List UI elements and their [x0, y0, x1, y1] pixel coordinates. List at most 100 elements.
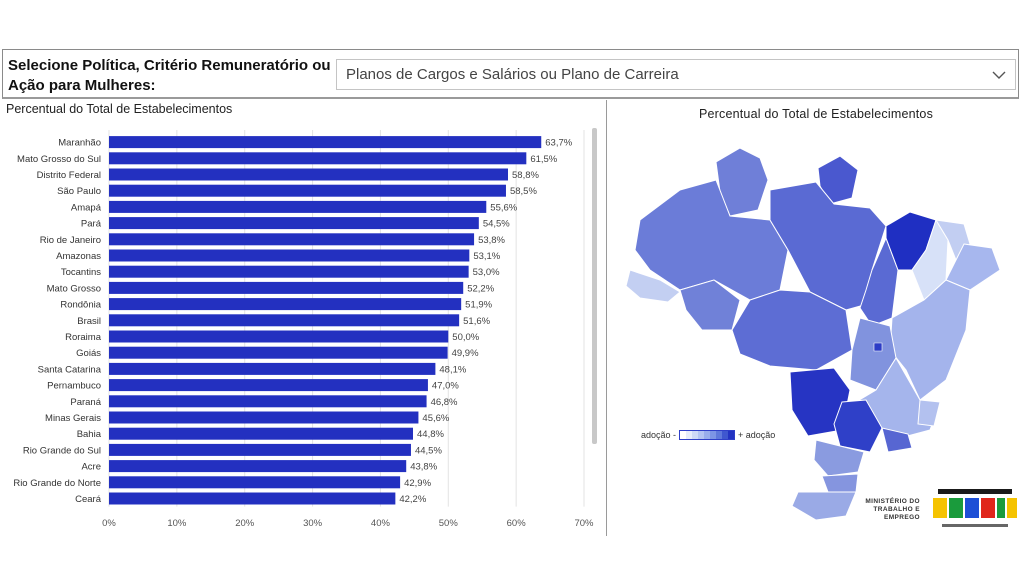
legend-swatch: [680, 431, 687, 439]
bar[interactable]: [109, 346, 448, 359]
bar[interactable]: [109, 233, 475, 246]
bar[interactable]: [109, 411, 419, 424]
category-label: Paraná: [70, 397, 101, 408]
x-tick-label: 0%: [102, 518, 116, 529]
legend-swatch: [686, 431, 693, 439]
x-tick-label: 50%: [439, 518, 459, 529]
bar-chart: 0% 10% 20% 30% 40% 50% 60% 70% Maranhão 63,7% Mato…: [13, 128, 597, 529]
category-label: Brasil: [77, 316, 101, 327]
bar[interactable]: [109, 395, 427, 408]
bar-chart-title: Percentual do Total de Estabelecimentos: [6, 102, 233, 116]
bar[interactable]: [109, 281, 464, 294]
category-label: São Paulo: [57, 186, 101, 197]
category-label: Mato Grosso do Sul: [17, 154, 101, 165]
legend-swatch: [722, 431, 729, 439]
category-label: Amazonas: [56, 251, 101, 262]
data-label: 47,0%: [432, 381, 459, 392]
data-label: 51,6%: [463, 316, 490, 327]
map-state-rio-grande-do-sul: [791, 491, 857, 520]
category-label: Rio de Janeiro: [40, 235, 101, 246]
data-label: 53,1%: [473, 251, 500, 262]
bar[interactable]: [109, 152, 527, 165]
data-label: 55,6%: [490, 202, 517, 213]
bar[interactable]: [109, 136, 542, 149]
data-label: 51,9%: [465, 300, 492, 311]
bar[interactable]: [109, 443, 411, 456]
map-state-amapa: [817, 155, 859, 205]
category-label: Ceará: [75, 494, 102, 505]
bar[interactable]: [109, 249, 470, 262]
data-label: 63,7%: [545, 138, 572, 149]
bar[interactable]: [109, 200, 487, 213]
bar[interactable]: [109, 314, 460, 327]
x-tick-label: 20%: [235, 518, 255, 529]
data-label: 48,1%: [439, 364, 466, 375]
legend-swatch: [710, 431, 717, 439]
category-label: Maranhão: [58, 138, 101, 149]
filter-label: Selecione Política, Critério Remuneratór…: [8, 57, 331, 94]
data-label: 44,8%: [417, 429, 444, 440]
map-state-espirito-santo: [917, 399, 941, 427]
bar[interactable]: [109, 298, 462, 311]
map-legend: adoção - + adoção: [641, 430, 775, 440]
bar[interactable]: [109, 476, 401, 489]
filter-bar: Selecione Política, Critério Remuneratór…: [2, 49, 1019, 99]
category-label: Tocantins: [61, 267, 101, 278]
x-tick-label: 10%: [167, 518, 187, 529]
data-label: 42,9%: [404, 478, 431, 489]
category-label: Amapá: [71, 202, 102, 213]
bar[interactable]: [109, 330, 449, 343]
data-label: 52,2%: [467, 283, 494, 294]
scrollbar[interactable]: [592, 128, 597, 444]
bar[interactable]: [109, 379, 428, 392]
bar[interactable]: [109, 265, 469, 278]
data-label: 54,5%: [483, 219, 510, 230]
bar[interactable]: [109, 362, 436, 375]
category-label: Minas Gerais: [45, 413, 101, 424]
data-label: 58,5%: [510, 186, 537, 197]
map-state-bahia: [889, 279, 971, 401]
ministry-logo-text: MINISTÉRIO DO TRABALHO E EMPREGO: [865, 498, 920, 521]
x-tick-label: 40%: [371, 518, 391, 529]
map-state-acre: [625, 269, 681, 303]
chevron-down-icon: [992, 71, 1006, 79]
bar[interactable]: [109, 184, 506, 197]
legend-swatch: [692, 431, 699, 439]
bar[interactable]: [109, 492, 396, 505]
dropdown-selected-value: Planos de Cargos e Salários ou Plano de …: [346, 66, 679, 83]
map-state-parana: [813, 439, 865, 477]
category-label: Pará: [81, 219, 102, 230]
policy-dropdown[interactable]: Planos de Cargos e Salários ou Plano de …: [336, 59, 1016, 90]
category-label: Rio Grande do Norte: [13, 478, 101, 489]
bar[interactable]: [109, 168, 508, 181]
x-tick-label: 70%: [574, 518, 594, 529]
map-state-mato-grosso: [731, 289, 853, 371]
category-label: Bahia: [77, 429, 102, 440]
category-label: Mato Grosso: [47, 283, 101, 294]
legend-swatch: [728, 431, 735, 439]
bar[interactable]: [109, 460, 407, 473]
legend-high-label: + adoção: [738, 430, 776, 440]
data-label: 44,5%: [415, 445, 442, 456]
category-label: Santa Catarina: [38, 364, 102, 375]
category-label: Pernambuco: [47, 381, 101, 392]
legend-swatch: [698, 431, 705, 439]
bar[interactable]: [109, 217, 479, 230]
bar[interactable]: [109, 427, 413, 440]
legend-swatch: [704, 431, 711, 439]
brazil-choropleth-map: [625, 147, 1001, 520]
data-label: 45,6%: [422, 413, 449, 424]
x-tick-label: 30%: [303, 518, 323, 529]
legend-color-ramp: [679, 430, 736, 440]
legend-low-label: adoção -: [641, 430, 677, 440]
category-label: Rondônia: [60, 300, 101, 311]
data-label: 50,0%: [452, 332, 479, 343]
governo-federal-logo: [933, 489, 1017, 527]
map-state-santa-catarina: [821, 473, 859, 493]
data-label: 43,8%: [410, 462, 437, 473]
panel-divider: [606, 100, 607, 536]
data-label: 53,8%: [478, 235, 505, 246]
map-state-rio-de-janeiro: [881, 427, 913, 453]
data-label: 58,8%: [512, 170, 539, 181]
category-label: Roraima: [65, 332, 102, 343]
